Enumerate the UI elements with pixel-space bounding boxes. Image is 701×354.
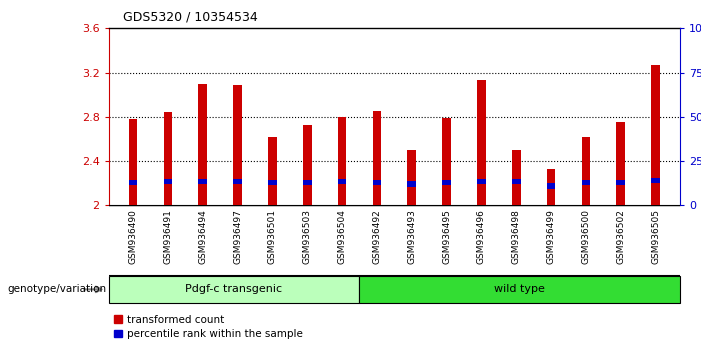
- Text: GSM936501: GSM936501: [268, 209, 277, 264]
- Bar: [372, 111, 381, 205]
- Bar: [477, 179, 486, 184]
- Text: GSM936492: GSM936492: [372, 209, 381, 264]
- Bar: [163, 179, 172, 184]
- Bar: [547, 169, 555, 205]
- Text: genotype/variation: genotype/variation: [7, 284, 106, 295]
- Text: wild type: wild type: [494, 284, 545, 295]
- Bar: [338, 117, 346, 205]
- Text: GSM936500: GSM936500: [581, 209, 590, 264]
- Bar: [651, 178, 660, 183]
- Bar: [303, 180, 311, 185]
- Bar: [338, 179, 346, 184]
- Bar: [109, 276, 359, 303]
- Bar: [407, 181, 416, 187]
- Text: GSM936499: GSM936499: [547, 209, 556, 264]
- Text: GSM936494: GSM936494: [198, 209, 207, 264]
- Bar: [547, 183, 555, 189]
- Bar: [407, 150, 416, 205]
- Bar: [233, 179, 242, 184]
- Text: GDS5320 / 10354534: GDS5320 / 10354534: [123, 11, 257, 24]
- Text: Pdgf-c transgenic: Pdgf-c transgenic: [185, 284, 283, 295]
- Text: GSM936502: GSM936502: [616, 209, 625, 264]
- Bar: [372, 180, 381, 185]
- Bar: [582, 137, 590, 205]
- Bar: [268, 180, 277, 185]
- Bar: [233, 85, 242, 205]
- Text: GSM936498: GSM936498: [512, 209, 521, 264]
- Text: GSM936490: GSM936490: [128, 209, 137, 264]
- Bar: [198, 179, 207, 184]
- Text: GSM936497: GSM936497: [233, 209, 242, 264]
- Bar: [303, 125, 311, 205]
- Text: GSM936496: GSM936496: [477, 209, 486, 264]
- Bar: [651, 65, 660, 205]
- Bar: [129, 119, 137, 205]
- Text: GSM936503: GSM936503: [303, 209, 312, 264]
- Bar: [442, 118, 451, 205]
- Text: GSM936491: GSM936491: [163, 209, 172, 264]
- Bar: [163, 113, 172, 205]
- Bar: [582, 180, 590, 185]
- Text: GSM936505: GSM936505: [651, 209, 660, 264]
- Bar: [198, 84, 207, 205]
- Legend: transformed count, percentile rank within the sample: transformed count, percentile rank withi…: [114, 315, 304, 339]
- Bar: [359, 276, 680, 303]
- Bar: [512, 179, 521, 184]
- Bar: [268, 137, 277, 205]
- Text: GSM936495: GSM936495: [442, 209, 451, 264]
- Bar: [616, 122, 625, 205]
- Text: GSM936504: GSM936504: [338, 209, 346, 264]
- Bar: [442, 180, 451, 185]
- Bar: [129, 180, 137, 185]
- Bar: [512, 150, 521, 205]
- Bar: [477, 80, 486, 205]
- Bar: [616, 180, 625, 185]
- Text: GSM936493: GSM936493: [407, 209, 416, 264]
